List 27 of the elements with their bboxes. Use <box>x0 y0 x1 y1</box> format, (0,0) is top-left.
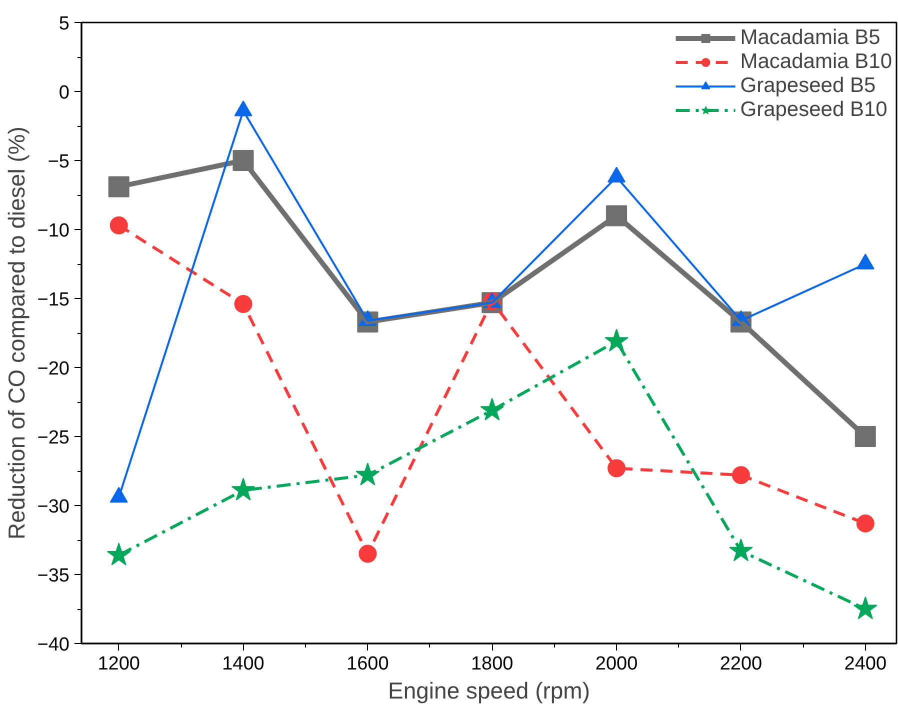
point <box>853 596 878 620</box>
legend-label: Macadamia B5 <box>740 26 880 50</box>
x-tick-label: 1600 <box>346 654 389 674</box>
y-tick-label: −25 <box>37 428 70 448</box>
y-tick-label: −30 <box>37 496 70 518</box>
y-tick-label: −10 <box>37 220 70 242</box>
x-tick-label: 2200 <box>720 654 762 674</box>
y-tick-label: −20 <box>37 358 70 380</box>
y-tick-label: 5 <box>58 14 70 34</box>
x-tick-label: 1800 <box>470 654 514 674</box>
x-tick-label: 1400 <box>222 654 264 674</box>
y-tick-label: −35 <box>37 566 70 586</box>
legend-label: Grapeseed B5 <box>740 74 876 98</box>
x-tick-label: 2000 <box>595 654 638 674</box>
y-axis-title: Reduction of CO compared to diesel (%) <box>3 126 30 540</box>
x-tick-label: 2400 <box>844 654 887 674</box>
y-tick-label: 0 <box>58 82 70 104</box>
legend-label: Macadamia B10 <box>740 50 892 74</box>
y-tick-label: −40 <box>37 634 70 656</box>
point <box>110 216 128 234</box>
point <box>856 514 874 532</box>
x-axis-title: Engine speed (rpm) <box>388 678 590 704</box>
legend-label: Grapeseed B10 <box>740 98 888 122</box>
x-tick-label: 1200 <box>98 654 140 674</box>
y-tick-label: −5 <box>48 152 70 172</box>
y-tick-label: −15 <box>37 290 70 310</box>
point <box>231 478 256 501</box>
